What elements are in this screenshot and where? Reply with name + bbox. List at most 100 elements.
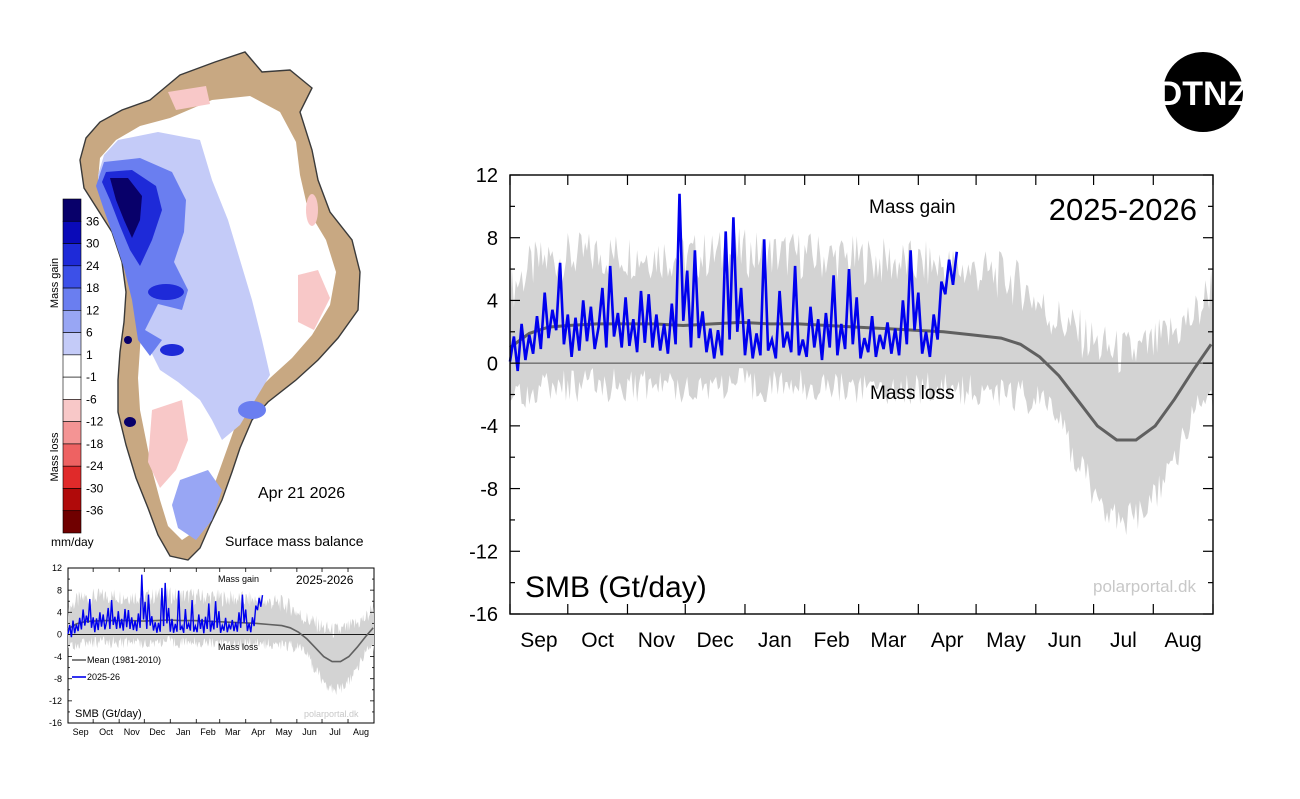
colorbar-block	[62, 376, 82, 400]
small-chart-x-tick-label: May	[275, 727, 293, 737]
colorbar-gain-label: Mass gain	[49, 258, 61, 308]
colorbar-tick-labels: 36 30 24 18 12 6 1 -1 -6 -12 -18 -24 -30 -36	[86, 214, 104, 517]
small-chart-y-tick-label: 8	[57, 585, 62, 595]
main-chart-x-tick-label: Mar	[870, 629, 906, 652]
colorbar-tick-label: 24	[86, 259, 100, 273]
loss-patch-east	[298, 270, 330, 330]
colorbar-tick-label: -1	[86, 370, 97, 384]
small-chart-x-tick-label: Mar	[225, 727, 241, 737]
colorbar-tick-label: -6	[86, 392, 97, 406]
small-chart-x-tick-label: Dec	[149, 727, 166, 737]
small-chart-y-tick-label: -12	[49, 696, 62, 706]
main-chart-gain-label: Mass gain	[869, 197, 956, 218]
main-chart-x-tick-label: Nov	[638, 629, 676, 652]
legend-mean-label: Mean (1981-2010)	[87, 655, 161, 665]
main-chart-y-ticks: 12 8 4 0 -4 -8 -12 -16	[469, 165, 1213, 626]
main-chart-ylabel: SMB (Gt/day)	[525, 571, 707, 604]
main-chart-x-tick-label: Sep	[520, 629, 557, 652]
small-chart-x-tick-label: Oct	[99, 727, 114, 737]
main-chart-x-tick-label: Oct	[581, 629, 614, 652]
colorbar-tick-label: 1	[86, 348, 93, 362]
colorbar-tick-label: 6	[86, 326, 93, 340]
main-chart-y-tick-label: 8	[487, 228, 498, 250]
gain-patch-west-2	[160, 344, 184, 356]
small-chart-x-tick-label: Apr	[251, 727, 265, 737]
small-chart-x-tick-label: Feb	[200, 727, 216, 737]
main-chart-x-tick-label: Jan	[758, 629, 792, 652]
colorbar-block	[62, 310, 82, 333]
small-chart-current-line	[67, 574, 264, 638]
colorbar-loss-label: Mass loss	[49, 432, 61, 481]
colorbar-block	[62, 198, 82, 222]
loss-patch-north	[168, 86, 210, 110]
colorbar-block	[62, 287, 82, 311]
ice-sheet-very-strong-gain	[110, 178, 142, 238]
main-chart-loss-label: Mass loss	[870, 383, 954, 404]
main-chart-range-area	[510, 228, 1213, 536]
colorbar-block	[62, 510, 82, 534]
small-chart-ylabel: SMB (Gt/day)	[75, 708, 142, 720]
small-chart-x-tick-label: Sep	[73, 727, 89, 737]
small-chart-x-tick-label: Jul	[329, 727, 341, 737]
colorbar-tick-label: -12	[86, 415, 104, 429]
main-chart-x-tick-label: Jul	[1110, 629, 1137, 652]
colorbar-blocks	[62, 198, 82, 534]
greenland-smb-map: Apr 21 2026 Surface mass balance	[79, 51, 364, 561]
small-chart-x-tick-label: Jun	[302, 727, 317, 737]
loss-patch-northeast	[306, 194, 318, 226]
colorbar-tick-label: -18	[86, 437, 104, 451]
map-date: Apr 21 2026	[258, 485, 345, 502]
colorbar-tick-label: -36	[86, 504, 104, 518]
colorbar-block	[62, 465, 82, 489]
main-chart-x-tick-label: Apr	[931, 629, 964, 652]
main-chart-x-ticks: Sep Oct Nov Dec Jan Feb Mar Apr May Jun Jul Aug	[509, 175, 1214, 652]
colorbar-tick-label: 12	[86, 303, 100, 317]
logo-text: DTNZ	[1158, 75, 1249, 113]
small-chart-y-tick-label: 0	[57, 630, 62, 640]
small-smb-chart: 12 8 4 0 -4 -8 -12 -16 Sep Oct Nov Dec Jan Feb Mar Apr…	[49, 563, 375, 737]
main-chart-y-tick-label: 4	[487, 291, 498, 313]
main-chart-y-tick-label: -8	[480, 479, 498, 501]
main-chart-x-tick-label: Jun	[1048, 629, 1082, 652]
small-chart-y-tick-label: -8	[54, 674, 62, 684]
colorbar-tick-label: -24	[86, 459, 104, 473]
colorbar-block	[62, 265, 82, 289]
logo-circle	[1163, 52, 1243, 132]
main-chart-range-band	[510, 228, 1213, 536]
main-chart-current-line	[508, 193, 959, 372]
strong-gain-spot-southwest	[124, 417, 136, 427]
colorbar: 36 30 24 18 12 6 1 -1 -6 -12 -18 -24 -30 -36 Mass gai…	[49, 198, 104, 549]
small-chart-x-tick-label: Nov	[124, 727, 141, 737]
small-chart-y-tick-label: -4	[54, 652, 62, 662]
small-chart-x-tick-label: Aug	[353, 727, 369, 737]
small-chart-x-ticks: Sep Oct Nov Dec Jan Feb Mar Apr May Jun Jul Aug	[67, 568, 375, 737]
main-smb-chart: 12 8 4 0 -4 -8 -12 -16 Sep Oct Nov Dec Jan Feb Mar Apr…	[469, 165, 1214, 652]
small-chart-legend: Mean (1981-2010) 2025-26	[72, 655, 161, 682]
map-caption: Surface mass balance	[225, 533, 364, 549]
colorbar-block	[62, 354, 82, 378]
main-chart-y-tick-label: -4	[480, 416, 498, 438]
gain-patch-west	[148, 284, 184, 300]
strong-gain-spot-west	[124, 336, 132, 344]
main-chart-y-tick-label: 12	[476, 165, 498, 187]
colorbar-block	[62, 488, 82, 512]
main-chart-x-tick-label: Aug	[1164, 629, 1201, 652]
small-chart-y-ticks: 12 8 4 0 -4 -8 -12 -16	[49, 563, 374, 728]
small-chart-loss-label: Mass loss	[218, 642, 259, 652]
colorbar-block	[62, 332, 82, 356]
colorbar-block	[62, 399, 82, 422]
colorbar-block	[62, 243, 82, 267]
main-chart-source: polarportal.dk	[1093, 577, 1197, 596]
colorbar-unit: mm/day	[51, 535, 94, 549]
main-chart-x-tick-label: Dec	[696, 629, 733, 652]
small-chart-x-tick-label: Jan	[176, 727, 191, 737]
main-chart-period: 2025-2026	[1049, 192, 1197, 227]
small-chart-y-tick-label: 4	[57, 608, 62, 618]
dtnz-logo: DTNZ	[1158, 52, 1249, 132]
colorbar-tick-label: 30	[86, 237, 100, 251]
small-chart-y-tick-label: -16	[49, 718, 62, 728]
small-chart-y-tick-label: 12	[52, 563, 62, 573]
main-chart-y-tick-label: -12	[469, 541, 498, 563]
